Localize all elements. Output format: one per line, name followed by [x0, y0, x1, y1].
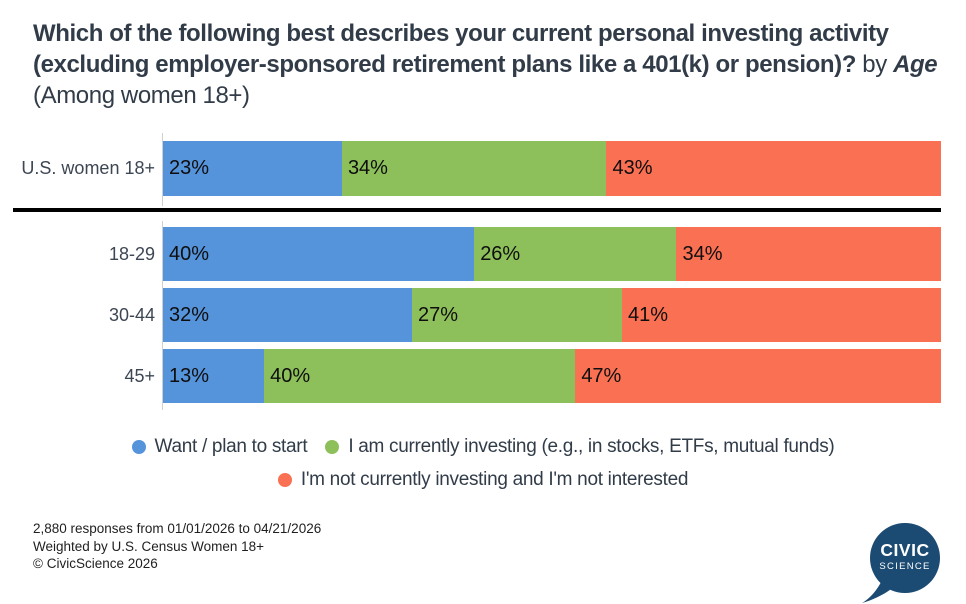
value-label: 40%: [169, 242, 210, 265]
legend-label: Want / plan to start: [154, 436, 308, 457]
legend-label: I am currently investing (e.g., in stock…: [348, 436, 835, 457]
bar-segment: 23%: [163, 141, 342, 196]
legend-label: I'm not currently investing and I'm not …: [300, 469, 689, 490]
axis-line-top: [162, 133, 163, 206]
footer: 2,880 responses from 01/01/2026 to 04/21…: [33, 520, 321, 573]
overall-vs-groups-divider: [13, 208, 941, 212]
logo-bubble-tail: [862, 580, 895, 603]
axis-line-bottom: [162, 221, 163, 410]
value-label: 34%: [347, 157, 388, 179]
bar-segment: 41%: [622, 288, 941, 342]
title-population: (Among women 18+): [33, 82, 250, 109]
logo-bubble: [870, 523, 940, 593]
value-label: 47%: [581, 364, 622, 387]
category-label: U.S. women 18+: [21, 158, 155, 178]
stacked-bar: 23% 34% 43%: [163, 141, 941, 196]
title-by: by: [856, 51, 894, 78]
bar-segment: 34%: [341, 141, 607, 196]
legend-dot-orange: [277, 473, 292, 487]
legend-row: Want / plan to start I am currently inve…: [131, 436, 835, 458]
value-label: 40%: [270, 364, 311, 387]
footer-weighting: Weighted by U.S. Census Women 18+: [33, 538, 264, 554]
title-question: Which of the following best describes yo…: [33, 20, 889, 78]
footer-copyright: © CivicScience 2026: [33, 556, 158, 571]
bar-segment: 43%: [606, 141, 941, 196]
chart-row: 18-29 40% 26% 34%: [0, 227, 941, 281]
footer-responses: 2,880 responses from 01/01/2026 to 04/21…: [33, 521, 322, 536]
stacked-bar: 32% 27% 41%: [163, 288, 941, 342]
chart-row: 45+ 13% 40% 47%: [0, 349, 941, 403]
legend-item-want-to-start: Want / plan to start: [131, 436, 308, 458]
legend: Want / plan to start I am currently inve…: [0, 436, 966, 491]
value-label: 43%: [612, 157, 653, 179]
bar-segment: 34%: [676, 227, 941, 281]
value-label: 34%: [682, 242, 723, 265]
value-label: 41%: [628, 303, 669, 326]
logo-text-science: SCIENCE: [879, 561, 930, 572]
chart-rows-overall: U.S. women 18+ 23% 34% 43%: [0, 141, 941, 196]
bar-segment: 27%: [411, 288, 622, 342]
bar-segment: 32%: [163, 288, 412, 342]
chart-title: Which of the following best describes yo…: [33, 18, 947, 111]
stacked-bar: 13% 40% 47%: [163, 349, 941, 403]
category-label: 45+: [124, 365, 155, 386]
legend-row: I'm not currently investing and I'm not …: [277, 469, 689, 491]
value-label: 13%: [169, 364, 210, 387]
category-label: 30-44: [108, 304, 155, 325]
legend-item-not-interested: I'm not currently investing and I'm not …: [277, 469, 689, 491]
value-label: 27%: [417, 303, 458, 326]
legend-item-currently-investing: I am currently investing (e.g., in stock…: [325, 436, 835, 458]
category-label: 18-29: [108, 243, 155, 264]
title-breakdown: Age: [893, 51, 938, 78]
bar-segment: 40%: [264, 349, 576, 403]
legend-dot-blue: [131, 440, 146, 454]
bar-segment: 40%: [163, 227, 475, 281]
bar-segment: 47%: [575, 349, 941, 403]
bar-segment: 13%: [163, 349, 265, 403]
bar-segment: 26%: [474, 227, 677, 281]
chart-rows-ages: 18-29 40% 26% 34% 30-44 32% 27% 41% 45+ 13% 40% 47%: [0, 227, 941, 410]
value-label: 23%: [169, 157, 210, 179]
logo-text-civic: CIVIC: [880, 540, 929, 560]
chart-row: 30-44 32% 27% 41%: [0, 288, 941, 342]
civicscience-logo: CIVIC SCIENCE: [862, 523, 940, 603]
value-label: 32%: [169, 303, 210, 326]
legend-dot-green: [325, 440, 340, 454]
stacked-bar: 40% 26% 34%: [163, 227, 941, 281]
value-label: 26%: [480, 242, 521, 265]
chart-row: U.S. women 18+ 23% 34% 43%: [0, 141, 941, 196]
